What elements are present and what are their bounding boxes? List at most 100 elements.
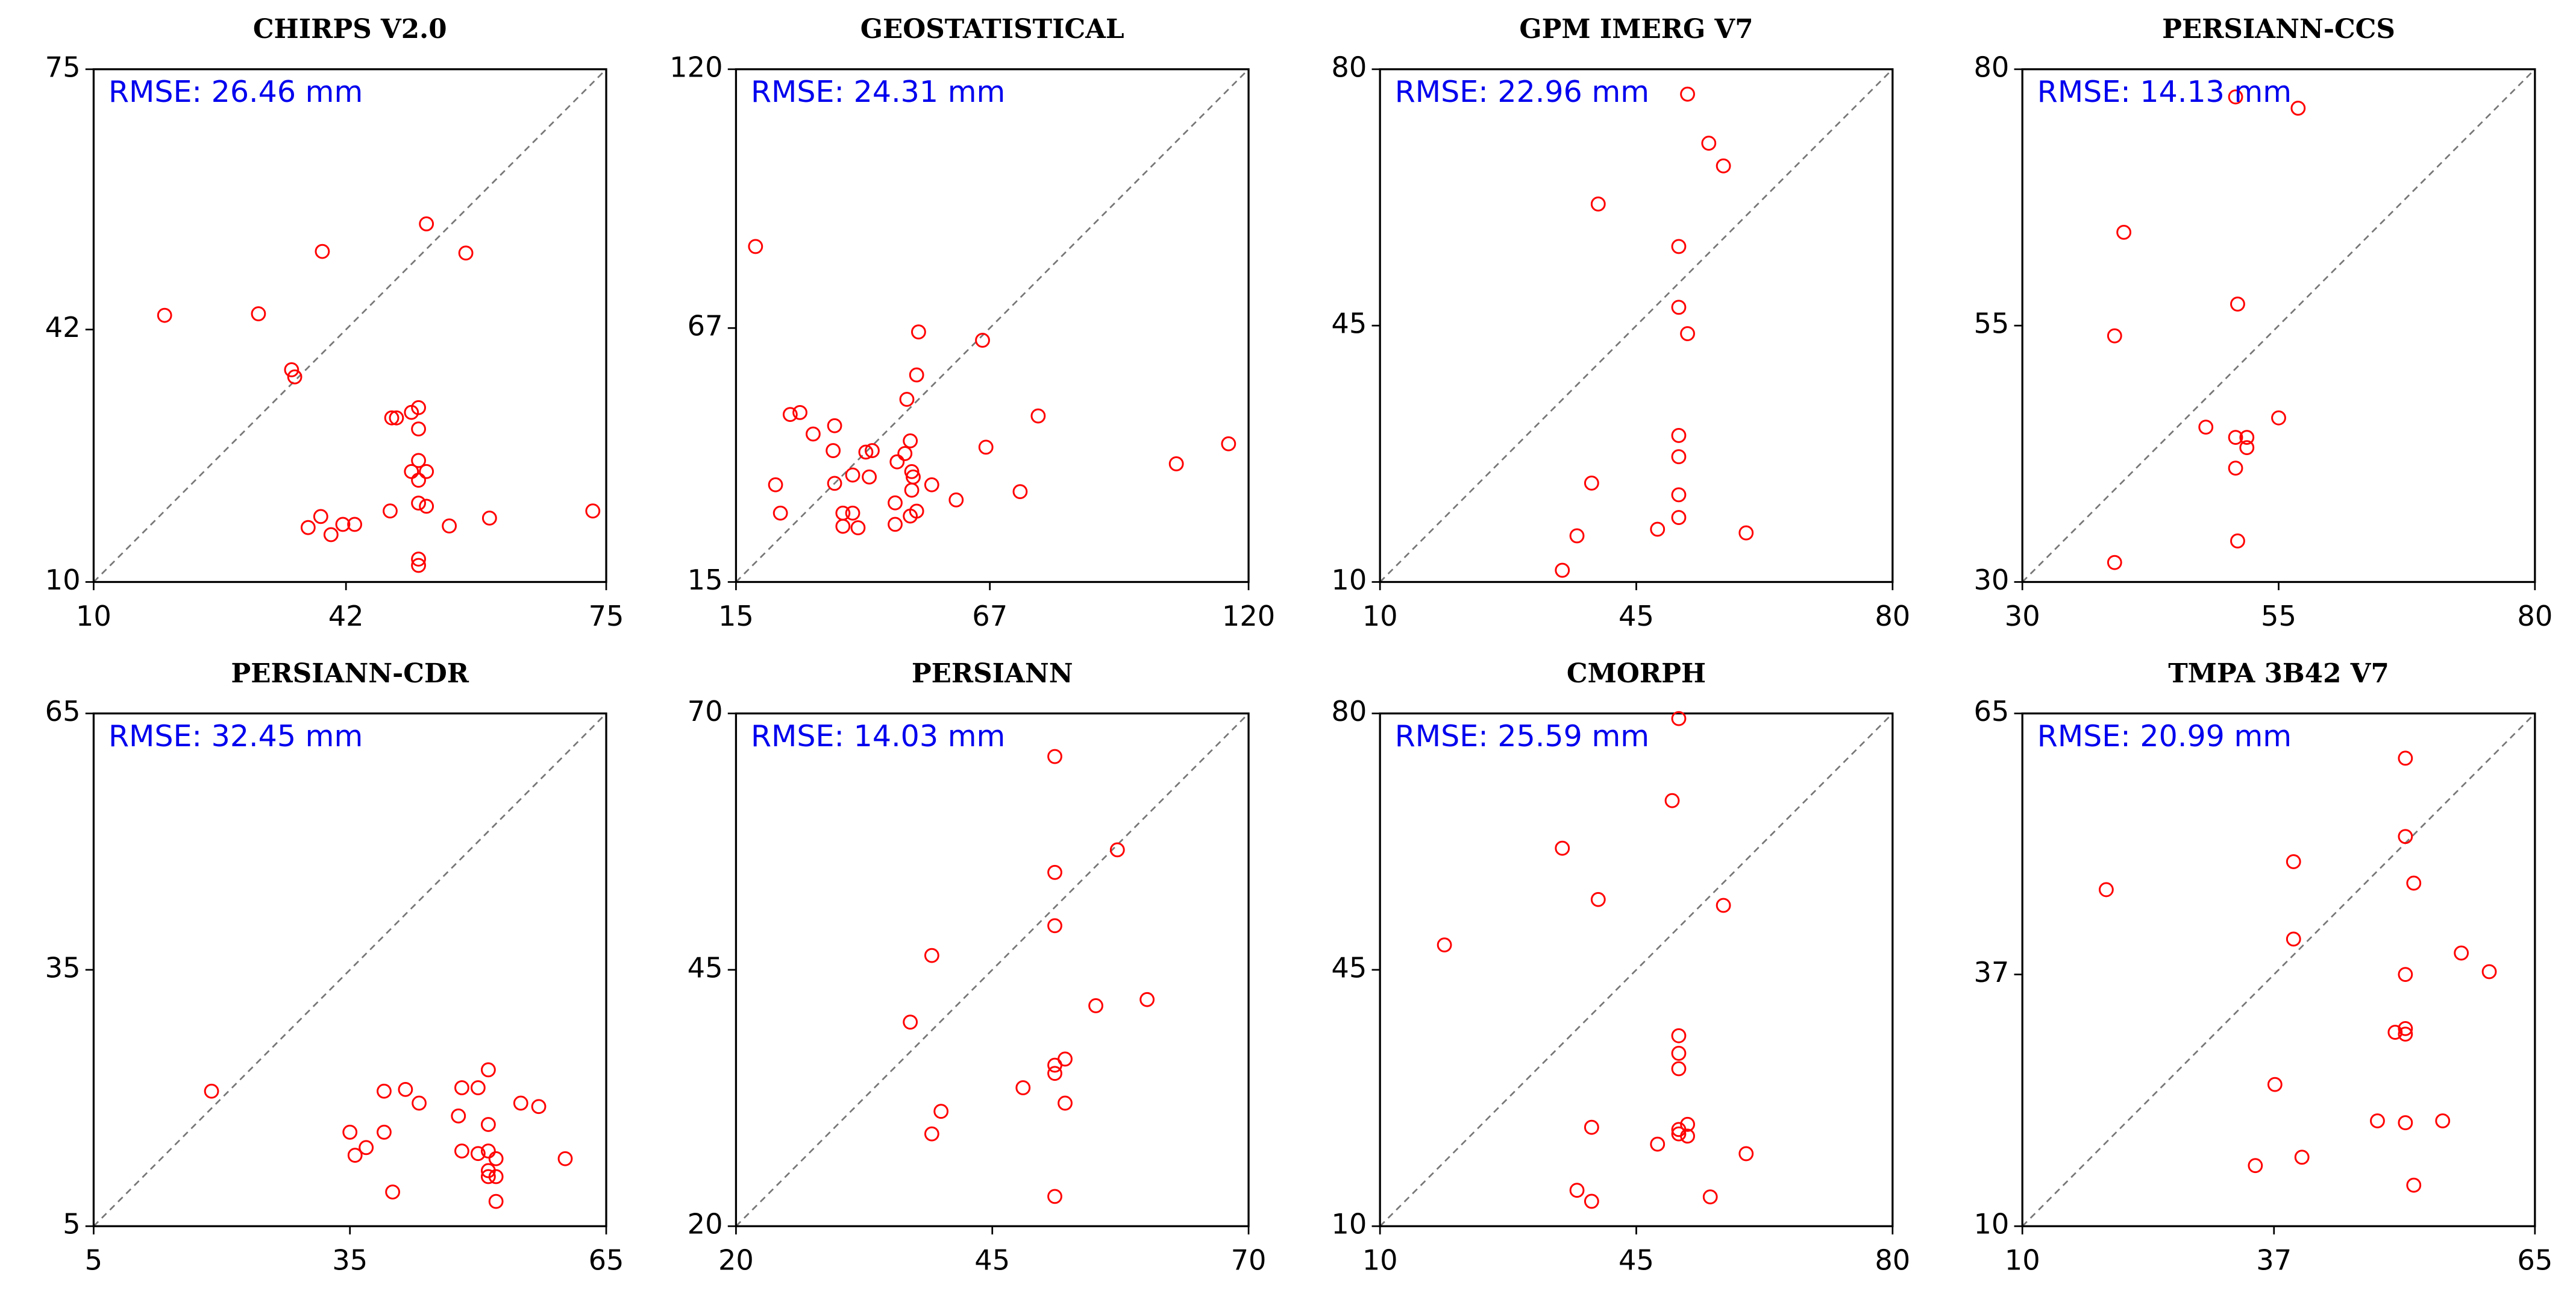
- panel-title: PERSIANN-CDR: [231, 658, 469, 689]
- point: [1671, 1046, 1687, 1061]
- rmse-annotation: RMSE: 26.46 mm: [108, 74, 363, 109]
- x-tick-label: 80: [1875, 1244, 1910, 1277]
- point: [470, 1146, 486, 1162]
- point: [1680, 326, 1695, 341]
- panel-title: GEOSTATISTICAL: [860, 14, 1124, 45]
- point: [204, 1083, 219, 1099]
- point: [323, 527, 339, 542]
- point: [2481, 964, 2497, 980]
- rmse-annotation: RMSE: 24.31 mm: [751, 74, 1005, 109]
- rmse-annotation: RMSE: 14.03 mm: [751, 719, 1005, 753]
- point: [845, 505, 860, 521]
- plot-frame: [2021, 712, 2536, 1227]
- point: [1671, 239, 1687, 254]
- point: [1671, 428, 1687, 443]
- point: [924, 477, 939, 492]
- point: [1221, 436, 1236, 451]
- point: [2230, 297, 2245, 312]
- point: [2454, 945, 2469, 961]
- point: [826, 443, 841, 458]
- point: [315, 244, 330, 259]
- point: [862, 469, 877, 485]
- panel-title: GPM IMERG V7: [1519, 14, 1753, 45]
- point: [2267, 1077, 2283, 1092]
- point: [411, 495, 426, 511]
- x-tick-label: 10: [1362, 600, 1398, 632]
- y-tick-label: 67: [688, 310, 723, 342]
- rmse-annotation: RMSE: 25.59 mm: [1395, 719, 1649, 753]
- x-tick-label: 80: [1875, 600, 1910, 632]
- rmse-annotation: RMSE: 20.99 mm: [2037, 719, 2292, 753]
- point: [2107, 555, 2122, 570]
- point: [1139, 992, 1155, 1007]
- point: [748, 239, 763, 254]
- point: [419, 498, 434, 514]
- point: [2098, 882, 2114, 898]
- point: [2406, 1177, 2422, 1193]
- y-tick-label: 30: [1973, 564, 2009, 596]
- plot-frame: [735, 68, 1250, 583]
- point: [458, 245, 474, 261]
- point: [157, 307, 172, 323]
- point: [835, 518, 851, 534]
- x-tick-label: 10: [1362, 1244, 1398, 1277]
- point: [909, 503, 924, 519]
- y-tick-label: 75: [45, 51, 81, 83]
- y-tick-label: 10: [1331, 564, 1367, 596]
- point: [2398, 1115, 2413, 1130]
- point: [1680, 86, 1695, 102]
- point: [2248, 1158, 2263, 1174]
- point: [1716, 158, 1731, 174]
- one-to-one-line: [735, 712, 1250, 1227]
- point: [411, 421, 426, 437]
- panel-title: CMORPH: [1567, 658, 1706, 689]
- rmse-annotation: RMSE: 22.96 mm: [1395, 74, 1649, 109]
- point: [948, 492, 964, 508]
- point: [865, 443, 880, 458]
- point: [2239, 430, 2255, 445]
- point: [904, 482, 920, 498]
- point: [924, 1126, 939, 1142]
- point: [782, 407, 798, 423]
- point: [889, 454, 905, 470]
- plot-frame: [92, 68, 607, 583]
- point: [1738, 525, 1754, 541]
- point: [1584, 1194, 1599, 1209]
- point: [909, 367, 924, 383]
- point: [342, 1124, 358, 1140]
- point: [335, 517, 351, 532]
- point: [531, 1099, 547, 1115]
- point: [806, 426, 821, 442]
- point: [888, 495, 903, 511]
- point: [858, 444, 874, 460]
- x-tick-label: 75: [589, 600, 624, 632]
- panel-title: TMPA 3B42 V7: [2168, 658, 2389, 689]
- point: [1664, 793, 1680, 808]
- x-tick-label: 45: [1619, 1244, 1654, 1277]
- point: [975, 333, 990, 348]
- point: [1671, 711, 1687, 726]
- point: [411, 558, 426, 573]
- y-tick-label: 15: [688, 564, 723, 596]
- one-to-one-line: [93, 68, 607, 583]
- point: [451, 1108, 466, 1124]
- point: [377, 1124, 392, 1140]
- panel: TMPA 3B42 V7 10 37 65 10 37 65 RMSE: 20.99 mm: [1973, 658, 2552, 1277]
- point: [454, 1143, 469, 1159]
- point: [2398, 967, 2413, 983]
- point: [488, 1194, 504, 1209]
- x-tick-label: 20: [718, 1244, 754, 1277]
- point: [412, 1095, 427, 1111]
- point: [2370, 1113, 2385, 1128]
- point: [1716, 898, 1731, 913]
- point: [1702, 1189, 1718, 1205]
- one-to-one-line: [2022, 712, 2536, 1227]
- x-tick-label: 35: [332, 1244, 368, 1277]
- point: [2290, 101, 2306, 116]
- x-tick-label: 65: [589, 1244, 624, 1277]
- point: [2398, 1021, 2413, 1036]
- point: [1555, 840, 1570, 856]
- y-tick-label: 65: [1973, 695, 2009, 728]
- point: [2398, 829, 2413, 844]
